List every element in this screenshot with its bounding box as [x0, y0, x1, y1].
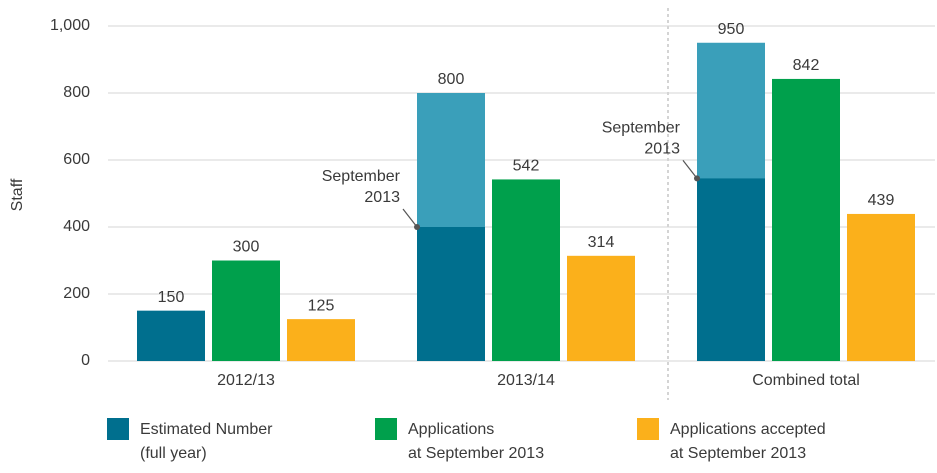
x-tick-label: 2012/13: [217, 372, 275, 389]
y-tick-label: 0: [81, 352, 90, 369]
y-tick-label: 400: [63, 218, 90, 235]
value-label: 300: [233, 239, 260, 256]
bar: [847, 213, 915, 361]
value-label: 439: [868, 192, 895, 209]
value-label: 800: [438, 71, 465, 88]
y-axis-label: Staff: [9, 178, 26, 211]
value-label: 842: [793, 57, 820, 74]
y-tick-label: 800: [63, 84, 90, 101]
bar: [492, 179, 560, 361]
value-label: 125: [308, 297, 335, 314]
bar-september: [697, 178, 765, 361]
bar-september: [417, 227, 485, 361]
bar: [567, 255, 635, 361]
legend-swatch: [375, 418, 397, 440]
annotation-dot: [414, 224, 420, 230]
annotation-label: September: [602, 120, 681, 137]
annotation-label: 2013: [644, 141, 680, 158]
legend-label: Applications: [408, 421, 494, 438]
x-tick-label: Combined total: [752, 372, 860, 389]
x-tick-label: 2013/14: [497, 372, 555, 389]
value-label: 950: [718, 21, 745, 38]
annotation-label: September: [322, 168, 401, 185]
bar: [212, 260, 280, 361]
annotation-label: 2013: [364, 189, 400, 206]
y-tick-label: 200: [63, 285, 90, 302]
y-tick-label: 600: [63, 151, 90, 168]
legend-swatch: [107, 418, 129, 440]
legend-swatch: [637, 418, 659, 440]
legend-label: Applications accepted: [670, 421, 826, 438]
legend-label: at September 2013: [670, 445, 806, 462]
bar: [287, 319, 355, 361]
annotation-dot: [694, 175, 700, 182]
annotation-leader: [402, 208, 418, 228]
bar-september: [137, 310, 205, 361]
y-tick-label: 1,000: [50, 17, 90, 34]
legend-label: (full year): [140, 445, 207, 462]
annotation-leader: [682, 160, 698, 179]
value-label: 542: [513, 158, 540, 175]
legend-label: Estimated Number: [140, 421, 273, 438]
value-label: 150: [158, 289, 185, 306]
value-label: 314: [588, 234, 615, 251]
bar: [772, 78, 840, 362]
legend-label: at September 2013: [408, 445, 544, 462]
